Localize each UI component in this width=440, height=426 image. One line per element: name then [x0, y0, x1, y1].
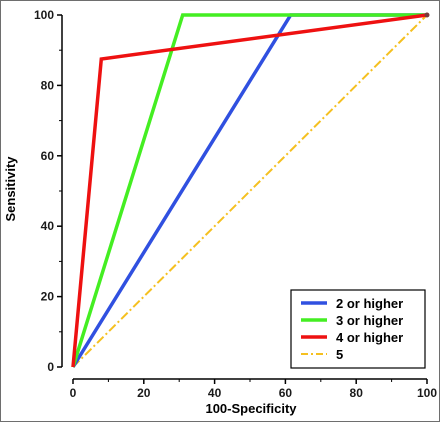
y-axis-title: Sensitivity: [3, 156, 18, 222]
y-tick-label: 60: [41, 149, 55, 163]
legend-label: 4 or higher: [336, 330, 403, 345]
x-axis-title: 100-Specificity: [205, 401, 297, 416]
legend-label: 5: [336, 347, 343, 362]
x-tick-label: 80: [350, 386, 364, 400]
series-layer: [71, 12, 430, 368]
x-tick-label: 60: [279, 386, 293, 400]
legend-label: 2 or higher: [336, 296, 403, 311]
series-line-3-or-higher: [71, 13, 427, 368]
y-tick-label: 80: [41, 78, 55, 92]
endpoint-marker: [424, 12, 430, 18]
axes: 0 20 40 60 80 100 0 20 40 60 80 100: [34, 8, 437, 400]
legend: 2 or higher 3 or higher 4 or higher 5: [290, 289, 426, 369]
y-tick-label: 100: [34, 8, 54, 22]
x-tick-label: 40: [208, 386, 222, 400]
legend-label: 3 or higher: [336, 313, 403, 328]
y-tick-label: 40: [41, 219, 55, 233]
y-tick-label: 0: [47, 360, 54, 374]
series-line-5: [72, 14, 428, 368]
y-tick-label: 20: [41, 290, 55, 304]
x-tick-label: 20: [137, 386, 151, 400]
x-tick-label: 100: [417, 386, 437, 400]
series-line-4-or-higher: [71, 13, 428, 368]
x-tick-label: 0: [70, 386, 77, 400]
